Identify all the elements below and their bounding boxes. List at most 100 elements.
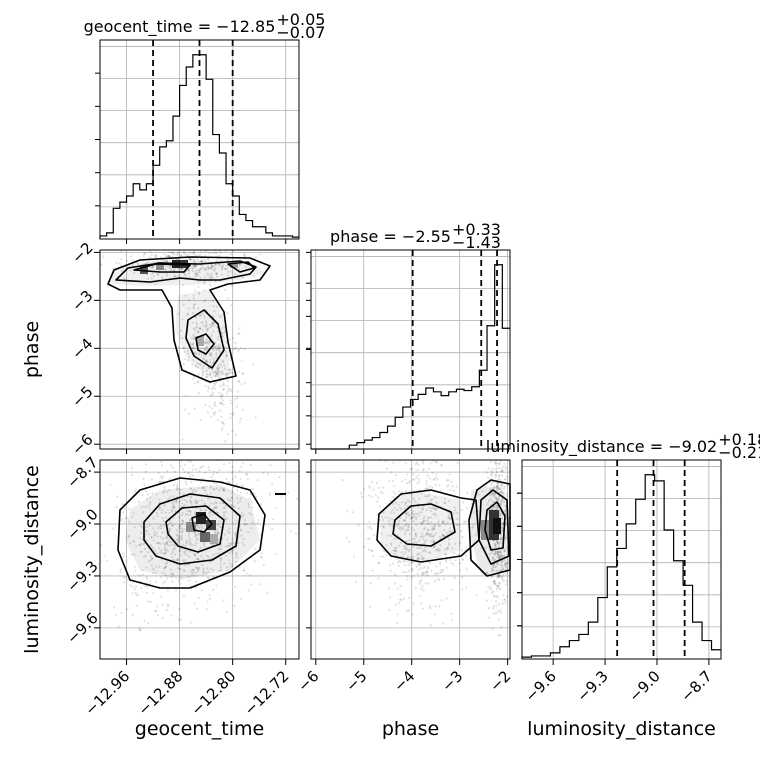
sample-point (188, 539, 191, 543)
sample-point (217, 375, 220, 378)
sample-point (161, 480, 164, 483)
sample-point (144, 530, 148, 533)
sample-point (181, 530, 184, 533)
sample-point (152, 274, 155, 278)
sample-point (192, 297, 195, 300)
sample-point (421, 460, 424, 463)
sample-point (135, 545, 138, 548)
sample-point (194, 326, 197, 329)
sample-point (195, 272, 198, 275)
sample-point (177, 527, 180, 530)
sample-point (487, 467, 490, 470)
sample-point (214, 266, 217, 269)
sample-point (436, 572, 440, 575)
sample-point (434, 573, 437, 576)
sample-point (205, 320, 208, 323)
sample-point (237, 542, 240, 545)
sample-point (179, 535, 182, 538)
sample-point (174, 553, 177, 556)
sample-point (239, 263, 242, 266)
sample-point (214, 404, 217, 407)
sample-point (253, 492, 256, 495)
sample-point (412, 602, 415, 605)
sample-point (389, 569, 392, 573)
sample-point (182, 543, 185, 546)
sample-point (426, 574, 429, 577)
sample-point (215, 354, 218, 357)
sample-point (201, 367, 204, 370)
sample-point (233, 505, 236, 508)
sample-point (188, 579, 191, 582)
sample-point (417, 474, 420, 477)
sample-point (177, 251, 180, 254)
sample-point (117, 625, 120, 628)
sample-point (415, 476, 418, 479)
sample-point (211, 276, 214, 279)
sample-point (203, 543, 206, 546)
panel-geocent_time-phase-frame (99, 249, 300, 450)
sample-point (242, 372, 245, 375)
sample-point (199, 419, 202, 422)
sample-point (177, 538, 180, 541)
sample-point (268, 492, 271, 495)
sample-point (209, 394, 212, 397)
sample-point (428, 477, 432, 480)
sample-point (163, 546, 167, 549)
sample-point (136, 261, 139, 264)
sample-point (200, 588, 203, 592)
sample-point (213, 482, 216, 485)
sample-point (424, 582, 427, 585)
sample-point (205, 493, 208, 496)
sample-point (222, 422, 226, 426)
sample-point (168, 477, 171, 480)
sample-point (499, 611, 502, 614)
sample-point (164, 264, 167, 268)
sample-point (214, 263, 217, 266)
sample-point (198, 253, 202, 257)
sample-point (145, 591, 148, 594)
sample-point (221, 268, 224, 271)
sample-point (225, 477, 228, 481)
sample-point (159, 256, 162, 259)
sample-point (177, 537, 180, 540)
sample-point (494, 612, 498, 615)
sample-point (245, 473, 248, 476)
sample-point (120, 250, 123, 253)
sample-point (158, 525, 162, 528)
sample-point (197, 291, 200, 294)
sample-point (177, 268, 180, 271)
sample-point (173, 548, 176, 551)
sample-point (200, 528, 203, 531)
sample-point (485, 590, 488, 593)
sample-point (416, 572, 419, 575)
sample-point (399, 584, 402, 588)
sample-point (144, 585, 147, 588)
sample-point (140, 550, 143, 553)
sample-point (408, 596, 411, 600)
sample-point (218, 409, 221, 412)
sample-point (202, 465, 205, 468)
sample-point (212, 265, 215, 268)
sample-point (183, 564, 186, 567)
sample-point (417, 568, 421, 571)
sample-point (399, 593, 402, 596)
sample-point (132, 511, 135, 515)
panel-title-luminosity_distance: luminosity_distance = −9.02 (486, 437, 717, 457)
sample-point (163, 580, 166, 583)
sample-point (224, 267, 227, 270)
sample-point (162, 475, 165, 478)
sample-point (128, 507, 131, 510)
sample-point (226, 375, 229, 378)
sample-point (186, 312, 189, 315)
sample-point (228, 372, 231, 375)
sample-point (186, 554, 189, 557)
sample-point (176, 535, 179, 538)
sample-point (207, 555, 210, 558)
sample-point (224, 373, 227, 376)
sample-point (197, 353, 201, 356)
sample-point (202, 357, 205, 360)
sample-point (192, 342, 195, 345)
sample-point (412, 472, 415, 475)
sample-point (212, 345, 216, 348)
